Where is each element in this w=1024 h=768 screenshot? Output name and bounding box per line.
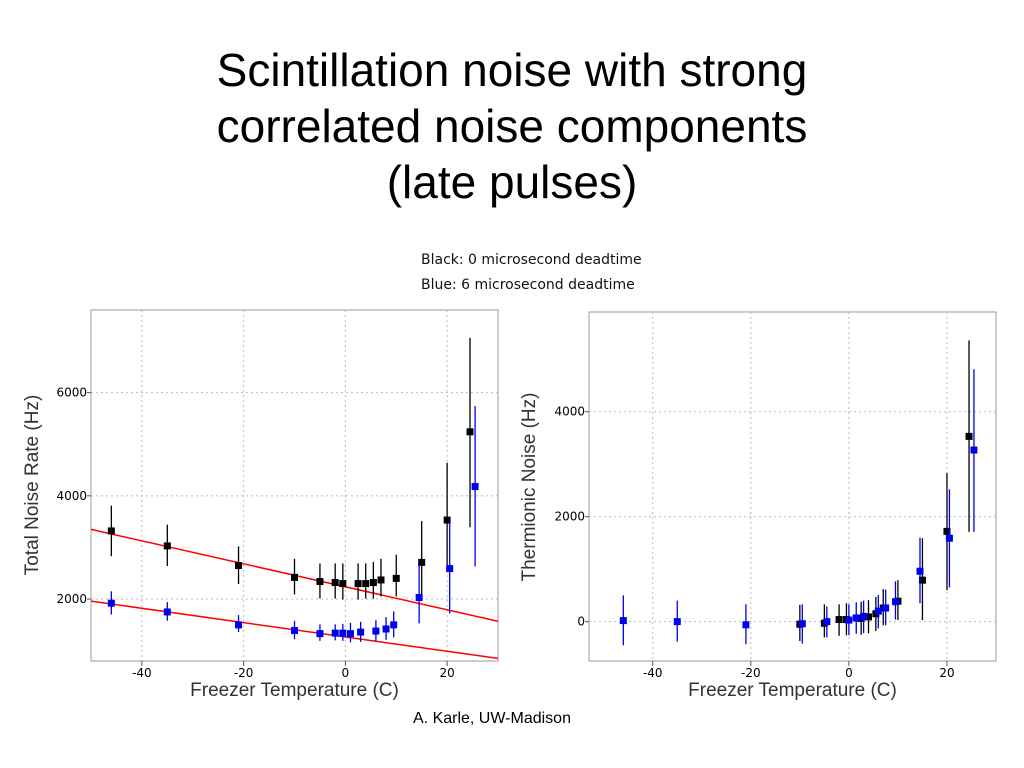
blue-data-point [331,629,339,637]
y-axis-label: Thermionic Noise (Hz) [519,393,540,582]
slide-title: Scintillation noise with strong correlat… [0,42,1024,210]
blue-data-point [291,627,298,635]
blue-data-point [823,618,831,626]
black-data-point [918,576,926,584]
credit-text: A. Karle, UW-Madison [413,710,571,727]
blue-data-point [372,627,380,635]
black-data-point [943,527,951,535]
blue-data-point [845,616,853,624]
blue-data-point [357,628,365,636]
blue-data-point [471,483,479,491]
black-data-point [354,580,362,588]
blue-data-point [235,621,243,629]
black-data-point [369,579,377,587]
x-tick-label: -40 [132,666,152,680]
x-tick-label: -20 [234,666,254,680]
plot-frame [90,309,499,662]
blue-data-point [415,594,423,602]
plot-frame [588,311,997,662]
black-data-point [291,573,298,581]
slide-title-line-2: correlated noise components [216,100,808,152]
y-tick-label: 2000 [56,592,87,606]
blue-data-point [390,621,398,629]
blue-data-point [882,604,890,612]
blue-data-point [860,612,868,620]
black-data-point [235,562,243,570]
y-tick-label: 0 [577,615,585,629]
black-data-point [331,579,339,587]
plot-area [619,340,978,646]
blue-data-point [891,598,899,606]
blue-data-point [970,446,978,454]
blue-data-point [163,608,171,616]
blue-data-point [673,618,681,626]
black-data-point [339,580,347,588]
x-tick-label: 0 [845,666,853,680]
blue-data-point [316,630,324,638]
blue-data-point [916,567,924,575]
blue-data-point [619,617,627,625]
blue-data-point [798,620,806,628]
black-data-point [163,542,171,550]
slide-title-line-3: (late pulses) [386,156,638,208]
chart-1: -40 -20 0 20 2000 4000 6000 Freezer Temperature… [22,309,499,701]
black-data-point [392,574,400,582]
black-data-point [466,428,474,436]
black-data-point [316,578,324,586]
x-axis-label: Freezer Temperature (C) [190,680,399,701]
x-tick-label: 20 [939,666,954,680]
blue-data-point [446,565,454,573]
blue-data-point [382,625,390,633]
y-tick-label: 6000 [56,386,87,400]
x-tick-label: -40 [643,666,663,680]
black-data-point [418,558,426,566]
y-tick-label: 4000 [56,489,87,503]
black-data-point [107,527,115,535]
black-data-point [377,576,385,584]
chart-2: -40 -20 0 20 0 2000 4000 Freezer Temperature (C… [519,311,997,701]
blue-data-point [107,599,115,607]
black-data-point [443,516,451,524]
y-tick-label: 4000 [554,405,585,419]
x-tick-label: 0 [342,666,350,680]
blue-data-point [742,621,750,629]
blue-data-point [339,629,347,637]
x-tick-label: -20 [741,666,761,680]
blue-data-point [945,534,953,542]
blue-data-point [852,614,860,622]
legend-black-note: Black: 0 microsecond deadtime [421,252,642,268]
slide-title-line-1: Scintillation noise with strong [216,44,808,96]
black-data-point [965,432,973,440]
black-data-point [835,616,843,624]
blue-data-point [346,630,354,638]
y-axis-label: Total Noise Rate (Hz) [22,395,43,576]
black-data-point [362,580,370,588]
plot-area [91,337,498,660]
x-tick-label: 20 [439,666,454,680]
legend-blue-note: Blue: 6 microsecond deadtime [421,277,635,293]
black-data-point [865,613,873,621]
blue-data-point [874,607,882,615]
x-axis-label: Freezer Temperature (C) [688,680,897,701]
y-tick-label: 2000 [554,510,585,524]
